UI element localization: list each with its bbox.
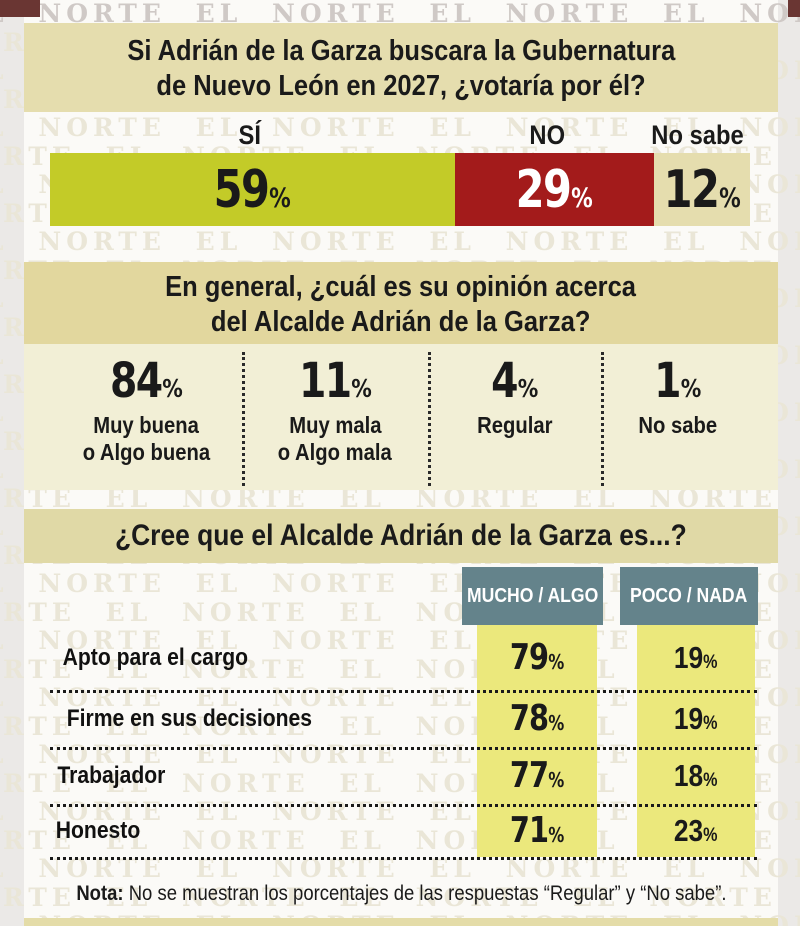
opinion-question-line2: del Alcalde Adrián de la Garza? (24, 305, 778, 340)
dotted-separator-horizontal (50, 747, 757, 750)
traits-row-firme-poco: 19% (674, 700, 718, 736)
watermark-row: EL NORTE EL NORTE EL NORTE EL NORTE EL N… (0, 113, 800, 142)
opinion-question-line1-text: En general, ¿cuál es su opinión acerca (165, 271, 637, 303)
footnote-text: No se muestran los porcentajes de las re… (128, 882, 727, 905)
vote-value-nosabe-number: 12 (663, 159, 719, 220)
opinion-value-2-number: 11 (298, 353, 352, 409)
traits-row-trabajador: Trabajador 77% 18% (50, 747, 757, 804)
traits-column-header-poco: POCO / NADA (620, 567, 758, 625)
vote-label-no: NO (449, 120, 645, 150)
traits-question-header: ¿Cree que el Alcalde Adrián de la Garza … (24, 509, 778, 563)
percent-sign: % (517, 374, 539, 403)
vote-question-header: Si Adrián de la Garza buscara la Guberna… (24, 23, 778, 112)
watermark-row: EL NORTE EL NORTE EL NORTE EL NORTE EL N… (0, 0, 800, 28)
corner-logo-fragment-right (788, 0, 800, 17)
opinion-question-line2-text: del Alcalde Adrián de la Garza? (211, 306, 591, 338)
footnote-bold: Nota: (75, 882, 124, 905)
traits-row-honesto-mucho: 71% (509, 810, 565, 851)
vote-value-no-number: 29 (515, 159, 572, 220)
vote-segment-si: 59% (50, 153, 455, 226)
opinion-value-1-number: 84 (109, 353, 163, 409)
opinion-col-no-sabe: 1% No sabe (601, 350, 755, 439)
traits-column-header-mucho: MUCHO / ALGO (462, 567, 603, 625)
traits-row-firme: Firme en sus decisiones 78% 19% (50, 690, 757, 747)
opinion-col-regular: 4% Regular (428, 350, 601, 439)
opinion-question-header: En general, ¿cuál es su opinión acerca d… (24, 262, 778, 344)
vote-segment-nosabe: 12% (653, 153, 750, 226)
vote-label-nosabe: No sabe (645, 120, 750, 150)
traits-row-apto-mucho: 79% (509, 637, 565, 678)
opinion-label-4-line1: No sabe (638, 412, 718, 438)
dotted-separator-vertical (601, 352, 604, 486)
percent-sign: % (350, 374, 372, 403)
traits-row-honesto: Honesto 71% 23% (50, 804, 757, 857)
vote-question-line2-text: de Nuevo León en 2027, ¿votaría por él? (156, 70, 646, 102)
traits-row-trabajador-poco: 18% (674, 757, 718, 793)
traits-row-firme-label: Firme en sus decisiones (66, 704, 313, 732)
traits-row-trabajador-mucho: 77% (509, 755, 565, 796)
opinion-label-1-line2: o Algo buena (82, 439, 210, 465)
percent-sign: % (269, 182, 291, 214)
traits-row-honesto-poco: 23% (674, 812, 718, 848)
vote-value-no: 29% (516, 160, 593, 220)
traits-row-apto-poco: 19% (674, 639, 718, 675)
vote-label-nosabe-text: No sabe (651, 120, 744, 150)
opinion-col-muy-mala: 11% Muy mala o Algo mala (242, 350, 428, 466)
watermark-row: EL NORTE EL NORTE EL NORTE EL NORTE EL N… (0, 227, 800, 256)
traits-row-firme-mucho: 78% (509, 698, 565, 739)
vote-stacked-bar: 59% 29% 12% (50, 153, 750, 226)
watermark-row: EL NORTE EL NORTE EL NORTE EL NORTE EL N… (0, 882, 800, 912)
traits-row-trabajador-label: Trabajador (57, 761, 166, 789)
vote-bar-labels: SÍ NO No sabe (50, 114, 750, 150)
opinion-label-2-line2: o Algo mala (278, 439, 392, 465)
traits-column-header-poco-text: POCO / NADA (630, 584, 748, 607)
traits-question-text: ¿Cree que el Alcalde Adrián de la Garza … (115, 519, 687, 552)
corner-logo-fragment-left (0, 0, 40, 17)
percent-sign: % (681, 374, 702, 403)
opinion-label-2-line1: Muy mala (288, 412, 382, 438)
vote-value-si: 59% (214, 160, 291, 220)
traits-row-apto-label: Apto para el cargo (62, 643, 249, 671)
opinion-value-3-number: 4 (490, 353, 518, 409)
vote-segment-no: 29% (454, 153, 654, 226)
vote-value-si-number: 59 (213, 159, 270, 220)
opinion-value-3: 4% (428, 350, 601, 412)
bottom-section-strip (24, 918, 778, 926)
traits-row-apto: Apto para el cargo 79% 19% (50, 625, 757, 690)
vote-question-line1-text: Si Adrián de la Garza buscara la Guberna… (127, 35, 675, 67)
opinion-label-3-line1: Regular (476, 412, 553, 438)
traits-row-honesto-label: Honesto (55, 816, 141, 844)
dotted-separator-horizontal (50, 690, 757, 693)
percent-sign: % (571, 182, 593, 214)
traits-column-header-mucho-text: MUCHO / ALGO (466, 584, 599, 607)
vote-value-nosabe: 12% (663, 160, 740, 220)
vote-label-si: SÍ (50, 120, 449, 150)
traits-yellow-column-mucho (477, 625, 597, 857)
opinion-label-1-line1: Muy buena (93, 412, 199, 438)
opinion-question-line1: En general, ¿cuál es su opinión acerca (24, 270, 778, 305)
opinion-value-4: 1% (601, 350, 755, 412)
vote-label-si-text: SÍ (238, 120, 261, 150)
footnote: Nota: No se muestran los porcentajes de … (24, 874, 778, 914)
vote-question-line1: Si Adrián de la Garza buscara la Guberna… (24, 34, 778, 69)
percent-sign: % (718, 182, 741, 214)
traits-yellow-column-poco (637, 625, 755, 857)
opinion-value-2: 11% (242, 350, 428, 412)
dotted-separator-vertical (242, 352, 245, 486)
opinion-value-4-number: 1 (654, 353, 681, 409)
dotted-separator-horizontal (50, 804, 757, 807)
opinion-value-1: 84% (50, 350, 242, 412)
percent-sign: % (161, 374, 183, 403)
opinion-body-panel (24, 344, 778, 490)
vote-label-no-text: NO (529, 120, 565, 150)
opinion-col-muy-buena: 84% Muy buena o Algo buena (50, 350, 242, 466)
dotted-separator-horizontal (50, 857, 757, 860)
dotted-separator-vertical (428, 352, 431, 486)
vote-question-line2: de Nuevo León en 2027, ¿votaría por él? (24, 69, 778, 104)
